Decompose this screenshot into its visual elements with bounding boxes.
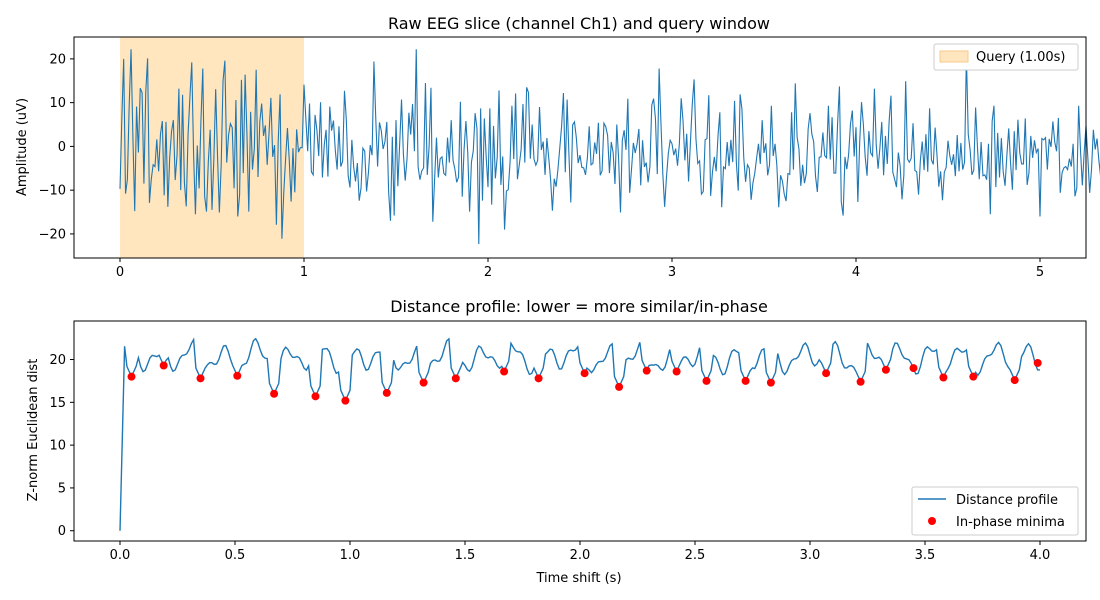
in-phase-minimum-point [196,374,205,383]
eeg-ytick-label: −10 [39,184,66,199]
distance-xtick-label: 1.0 [340,548,361,563]
distance-xtick-label: 4.0 [1030,548,1051,563]
eeg-ytick-label: 0 [58,140,66,155]
distance-ytick-label: 5 [58,481,66,496]
minima-legend-label: In-phase minima [956,515,1065,530]
in-phase-minimum-point [822,369,831,378]
eeg-xtick-label: 5 [1036,265,1044,280]
eeg-ytick-label: 20 [49,52,66,67]
distance-ytick-label: 10 [49,439,66,454]
query-legend-swatch [939,50,969,63]
distance-xtick-label: 0.0 [110,548,131,563]
in-phase-minimum-point [341,396,350,405]
distance-xtick-label: 0.5 [225,548,246,563]
eeg-xtick-label: 3 [668,265,676,280]
distance-y-axis-label: Z-norm Euclidean dist [26,359,41,502]
eeg-ytick-label: −20 [39,227,66,242]
in-phase-minimum-point [311,392,320,401]
eeg-axis-ticks: 0 1 2 3 4 5 −20 −10 0 10 20 [39,52,1045,280]
eeg-axes-frame [73,36,1087,259]
in-phase-minimum-point [642,366,651,375]
query-legend-label: Query (1.00s) [976,50,1066,65]
distance-xtick-label: 3.5 [915,548,936,563]
eeg-y-axis-label: Amplitude (uV) [15,98,30,196]
in-phase-minimum-point [270,389,279,398]
minima-legend-marker [928,517,936,525]
distance-xtick-label: 2.0 [570,548,591,563]
in-phase-minimum-point [1010,376,1019,385]
distance-xtick-label: 3.0 [800,548,821,563]
in-phase-minimum-point [419,378,428,387]
in-phase-minimum-point [534,374,543,383]
eeg-signal-line [119,49,1100,245]
in-phase-minimum-point [939,373,948,382]
in-phase-minimum-point [382,388,391,397]
in-phase-minimum-point [1033,358,1042,367]
in-phase-minimum-point [127,372,136,381]
in-phase-minimum-point [766,378,775,387]
in-phase-minimum-point [741,376,750,385]
distance-profile-line [119,337,1041,531]
eeg-xtick-label: 0 [116,265,124,280]
distance-axis-ticks: 0.0 0.5 1.0 1.5 2.0 2.5 3.0 3.5 4.0 0 5 10 15 20 [49,353,1050,563]
in-phase-minimum-point [702,376,711,385]
eeg-panel: Raw EEG slice (channel Ch1) and query wi… [15,14,1100,280]
in-phase-minimum-point [672,367,681,376]
in-phase-minimum-point [500,367,509,376]
query-window-span [120,37,304,258]
distance-plot-area [119,337,1042,531]
eeg-plot-area [119,37,1100,258]
eeg-chart-title: Raw EEG slice (channel Ch1) and query wi… [388,14,770,33]
eeg-xtick-label: 1 [300,265,308,280]
distance-xtick-label: 2.5 [685,548,706,563]
eeg-ytick-label: 10 [49,96,66,111]
in-phase-minimum-point [451,374,460,383]
distance-ytick-label: 20 [49,353,66,368]
in-phase-minimum-point [580,369,589,378]
distance-x-axis-label: Time shift (s) [535,571,621,586]
distance-xtick-label: 1.5 [455,548,476,563]
in-phase-minimum-point [909,364,918,373]
eeg-xtick-label: 4 [852,265,860,280]
in-phase-minimum-point [615,382,624,391]
distance-legend: Distance profile In-phase minima [911,486,1079,536]
in-phase-minimum-point [233,371,242,380]
distance-ytick-label: 15 [49,396,66,411]
distance-ytick-label: 0 [58,524,66,539]
in-phase-minimum-point [881,365,890,374]
in-phase-minimum-point [969,372,978,381]
eeg-legend: Query (1.00s) [933,43,1079,71]
in-phase-minimum-point [856,377,865,386]
eeg-xtick-label: 2 [484,265,492,280]
distance-chart-title: Distance profile: lower = more similar/i… [390,297,768,316]
distance-panel: Distance profile: lower = more similar/i… [26,297,1087,586]
distance-legend-label: Distance profile [956,493,1058,508]
in-phase-minimum-point [159,361,168,370]
